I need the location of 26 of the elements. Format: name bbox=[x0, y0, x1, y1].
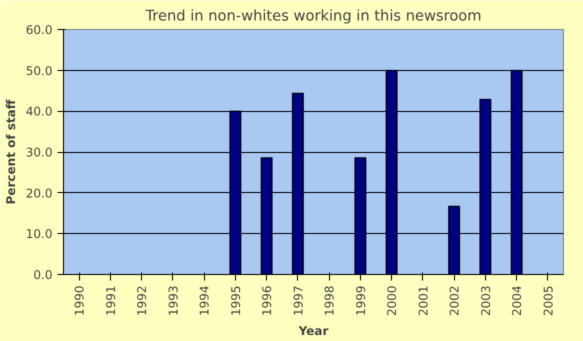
x-tick-label: 2004 bbox=[510, 285, 524, 316]
x-tick-label: 1997 bbox=[291, 285, 306, 316]
x-tick-label: 2000 bbox=[385, 285, 400, 316]
y-tick-label: 0.0 bbox=[33, 268, 53, 282]
x-axis-title: Year bbox=[298, 324, 328, 338]
x-tick-label: 2005 bbox=[541, 285, 556, 316]
y-tick-label: 40.0 bbox=[26, 104, 52, 119]
y-tick-label: 10.0 bbox=[26, 227, 52, 242]
y-tick-label: 30.0 bbox=[26, 146, 52, 160]
x-tick-label: 1995 bbox=[228, 285, 243, 316]
x-tick-label: 1998 bbox=[322, 285, 337, 316]
x-tick-label: 1991 bbox=[104, 285, 118, 316]
x-tick-label: 2001 bbox=[416, 285, 430, 316]
y-tick-label: 60.0 bbox=[26, 23, 52, 37]
x-tick-label: 1992 bbox=[135, 285, 150, 316]
chart-title: Trend in non-whites working in this newsroom bbox=[144, 8, 482, 24]
y-axis-title: Percent of staff bbox=[4, 99, 18, 204]
x-tick-label: 1994 bbox=[198, 285, 212, 316]
x-tick-label: 1996 bbox=[260, 285, 274, 316]
x-tick-label: 2003 bbox=[478, 285, 493, 316]
y-tick-label: 50.0 bbox=[26, 64, 52, 78]
y-tick-label: 20.0 bbox=[26, 186, 52, 200]
x-tick-label: 1990 bbox=[72, 285, 87, 316]
x-tick-label: 1999 bbox=[354, 285, 368, 316]
x-tick-label: 1993 bbox=[166, 285, 180, 316]
x-tick-label: 2002 bbox=[448, 285, 462, 316]
